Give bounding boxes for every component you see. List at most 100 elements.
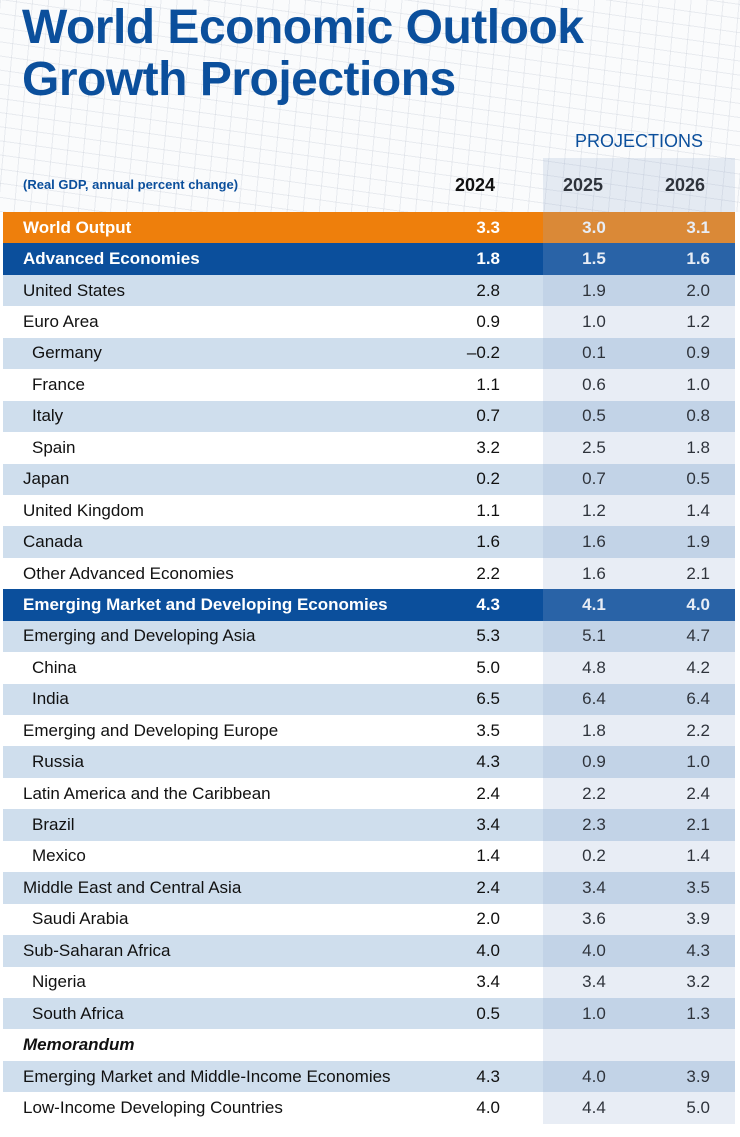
cell-2025: 2.2 bbox=[582, 783, 606, 803]
table-row: Emerging Market and Middle-Income Econom… bbox=[3, 1060, 735, 1093]
projections-label: PROJECTIONS bbox=[574, 131, 703, 151]
cell-2026: 2.4 bbox=[686, 783, 710, 803]
cell-2024: 1.1 bbox=[476, 500, 500, 520]
table-row: Nigeria 3.4 3.4 3.2 bbox=[3, 967, 735, 998]
row-label: Advanced Economies bbox=[23, 249, 200, 269]
cell-2024: 2.4 bbox=[476, 783, 500, 803]
cell-2025: 4.4 bbox=[582, 1097, 606, 1117]
cell-2026: 0.9 bbox=[686, 343, 710, 363]
row-label: India bbox=[32, 689, 69, 709]
table-row: Saudi Arabia 2.0 3.6 3.9 bbox=[3, 904, 735, 935]
row-label: Canada bbox=[23, 532, 83, 552]
cell-2026: 1.0 bbox=[686, 374, 710, 394]
column-header-2025: 2025 bbox=[563, 175, 604, 195]
row-label: Emerging and Developing Asia bbox=[23, 626, 256, 646]
cell-2026: 3.5 bbox=[686, 877, 710, 897]
table-row: United Kingdom 1.1 1.2 1.4 bbox=[3, 495, 735, 526]
table-row: Germany –0.2 0.1 0.9 bbox=[3, 337, 735, 370]
row-label: Nigeria bbox=[32, 972, 86, 992]
cell-2024: 4.3 bbox=[476, 1066, 500, 1086]
cell-2026: 1.8 bbox=[686, 437, 710, 457]
cell-2026: 4.0 bbox=[686, 594, 710, 614]
table-row: China 5.0 4.8 4.2 bbox=[3, 652, 735, 683]
cell-2024: 1.4 bbox=[476, 846, 500, 866]
cell-2026: 1.2 bbox=[686, 312, 710, 332]
table-row: India 6.5 6.4 6.4 bbox=[3, 683, 735, 715]
cell-2024: 0.5 bbox=[476, 1003, 500, 1023]
cell-2024: 1.1 bbox=[476, 374, 500, 394]
row-label: Japan bbox=[23, 469, 70, 489]
cell-2026: 0.5 bbox=[686, 469, 710, 489]
cell-2024: 3.3 bbox=[476, 217, 500, 237]
column-header-2024: 2024 bbox=[455, 175, 496, 195]
row-label: Brazil bbox=[32, 815, 75, 835]
cell-2026: 5.0 bbox=[686, 1097, 710, 1117]
cell-2024: 2.8 bbox=[476, 280, 500, 300]
table-row: Russia 4.3 0.9 1.0 bbox=[3, 746, 735, 778]
wireframe-background bbox=[0, 0, 740, 212]
cell-2025: 1.0 bbox=[582, 1003, 606, 1023]
table-row: Advanced Economies 1.8 1.5 1.6 bbox=[3, 243, 735, 275]
row-label: Mexico bbox=[32, 846, 86, 866]
row-label: South Africa bbox=[32, 1003, 124, 1023]
cell-2026: 4.2 bbox=[686, 657, 710, 677]
cell-2024: 5.3 bbox=[476, 626, 500, 646]
row-label: Middle East and Central Asia bbox=[23, 877, 242, 897]
row-label: France bbox=[32, 374, 85, 394]
table-row: Latin America and the Caribbean 2.4 2.2 2.4 bbox=[3, 778, 735, 809]
cell-2024: 4.3 bbox=[476, 594, 500, 614]
cell-2024: 1.6 bbox=[476, 532, 500, 552]
table-row: Middle East and Central Asia 2.4 3.4 3.5 bbox=[3, 872, 735, 904]
cell-2024: 6.5 bbox=[476, 689, 500, 709]
cell-2025: 0.9 bbox=[582, 752, 606, 772]
cell-2025: 1.0 bbox=[582, 312, 606, 332]
page-title: World Economic Outlook Growth Projection… bbox=[22, 1, 584, 106]
cell-2024: 2.0 bbox=[476, 909, 500, 929]
cell-2025: 0.1 bbox=[582, 343, 606, 363]
cell-2026: 3.1 bbox=[686, 217, 710, 237]
growth-table: World Output 3.3 3.0 3.1 Advanced Economies 1… bbox=[3, 212, 735, 1124]
cell-2025: 4.0 bbox=[582, 940, 606, 960]
table-row: Brazil 3.4 2.3 2.1 bbox=[3, 809, 735, 841]
title-line-1: World Economic Outlook bbox=[22, 1, 584, 54]
cell-2025: 4.0 bbox=[582, 1066, 606, 1086]
cell-2026: 1.9 bbox=[686, 532, 710, 552]
table-row: World Output 3.3 3.0 3.1 bbox=[3, 212, 735, 244]
table-row: Euro Area 0.9 1.0 1.2 bbox=[3, 306, 735, 337]
row-label: Saudi Arabia bbox=[32, 909, 129, 929]
row-label: Low-Income Developing Countries bbox=[23, 1097, 283, 1117]
cell-2024: 5.0 bbox=[476, 657, 500, 677]
cell-2024: 2.2 bbox=[476, 563, 500, 583]
table-row: France 1.1 0.6 1.0 bbox=[3, 369, 735, 400]
cell-2026: 1.6 bbox=[686, 249, 710, 269]
column-header-2026: 2026 bbox=[665, 175, 706, 195]
cell-2025: 1.6 bbox=[582, 563, 606, 583]
cell-2025: 2.3 bbox=[582, 815, 606, 835]
cell-2024: 4.3 bbox=[476, 752, 500, 772]
table-row: Japan 0.2 0.7 0.5 bbox=[3, 463, 735, 495]
cell-2026: 2.2 bbox=[686, 720, 710, 740]
cell-2026: 3.2 bbox=[686, 972, 710, 992]
table-row: Other Advanced Economies 2.2 1.6 2.1 bbox=[3, 558, 735, 589]
row-label: Sub-Saharan Africa bbox=[23, 940, 171, 960]
cell-2024: 3.2 bbox=[476, 437, 500, 457]
table-row: Italy 0.7 0.5 0.8 bbox=[3, 400, 735, 433]
row-label: Emerging Market and Developing Economies bbox=[23, 594, 388, 614]
title-line-2: Growth Projections bbox=[22, 53, 456, 106]
cell-2025: 1.9 bbox=[582, 280, 606, 300]
row-label: Germany bbox=[32, 343, 102, 363]
cell-2025: 0.7 bbox=[582, 469, 606, 489]
cell-2024: 4.0 bbox=[476, 940, 500, 960]
row-label: Russia bbox=[32, 752, 84, 772]
cell-2025: 1.8 bbox=[582, 720, 606, 740]
table-row: Emerging Market and Developing Economies… bbox=[3, 589, 735, 621]
table-subtitle: (Real GDP, annual percent change) bbox=[23, 177, 239, 192]
row-label: Emerging and Developing Europe bbox=[23, 720, 279, 740]
row-label: United Kingdom bbox=[23, 500, 144, 520]
table-row: Emerging and Developing Asia 5.3 5.1 4.7 bbox=[3, 620, 735, 653]
cell-2024: 1.8 bbox=[476, 249, 500, 269]
cell-2024: 2.4 bbox=[476, 877, 500, 897]
row-label: Latin America and the Caribbean bbox=[23, 783, 271, 803]
cell-2026: 2.0 bbox=[686, 280, 710, 300]
cell-2026: 4.7 bbox=[686, 626, 710, 646]
